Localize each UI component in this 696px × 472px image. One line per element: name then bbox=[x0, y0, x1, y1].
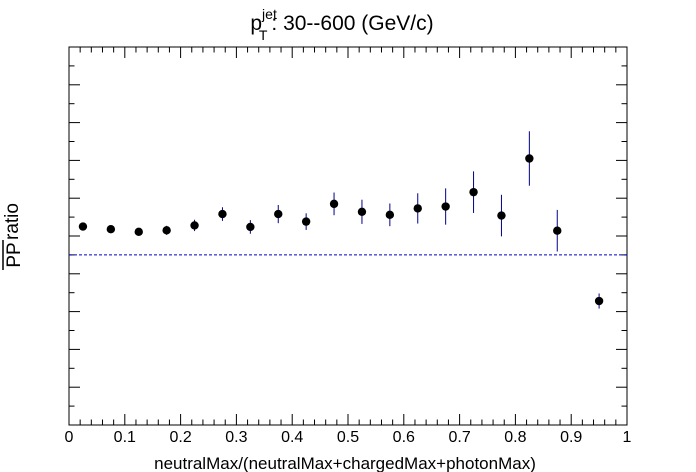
x-tick-label: 1 bbox=[623, 429, 632, 446]
data-point bbox=[497, 211, 506, 220]
data-point bbox=[246, 222, 255, 232]
data-point bbox=[274, 209, 283, 219]
title-subscript: T bbox=[259, 27, 268, 43]
y-axis-label: PP ratio bbox=[2, 203, 25, 270]
data-point bbox=[413, 204, 422, 213]
data-point bbox=[385, 210, 395, 220]
data-point bbox=[218, 209, 227, 219]
y-label-rest: ratio bbox=[2, 203, 23, 240]
data-point bbox=[190, 221, 199, 230]
y-label-denominator: PP bbox=[4, 242, 25, 267]
data-point bbox=[78, 222, 88, 231]
data-point bbox=[441, 202, 450, 211]
plot-frame bbox=[68, 46, 628, 426]
x-tick-label: 0.6 bbox=[393, 429, 415, 446]
data-point bbox=[134, 227, 143, 237]
data-point bbox=[553, 226, 562, 235]
x-tick-label: 0.2 bbox=[169, 429, 191, 446]
data-point bbox=[301, 217, 311, 226]
x-axis-label: neutralMax/(neutralMax+chargedMax+photon… bbox=[154, 454, 536, 472]
title-superscript: jet bbox=[261, 6, 277, 22]
title-main: p bbox=[250, 12, 262, 35]
x-tick-label: 0.8 bbox=[504, 429, 526, 446]
data-point bbox=[525, 154, 534, 163]
data-point bbox=[469, 187, 478, 197]
data-point bbox=[357, 207, 367, 217]
x-tick-label: 0.3 bbox=[225, 429, 247, 446]
x-tick-label: 0.4 bbox=[281, 429, 303, 446]
x-tick-label: 0.7 bbox=[448, 429, 470, 446]
x-tick-label: 0.9 bbox=[560, 429, 582, 446]
chart-title: pjet T: 30--600 (GeV/c) bbox=[250, 6, 433, 43]
data-point bbox=[594, 296, 604, 306]
data-point bbox=[106, 224, 116, 234]
data-point bbox=[162, 226, 171, 235]
x-tick-label: 0 bbox=[65, 429, 74, 446]
x-tick-label: 0.1 bbox=[114, 429, 136, 446]
data-point bbox=[329, 199, 339, 209]
title-rest: : 30--600 (GeV/c) bbox=[271, 12, 433, 35]
x-tick-label: 0.5 bbox=[337, 429, 359, 446]
